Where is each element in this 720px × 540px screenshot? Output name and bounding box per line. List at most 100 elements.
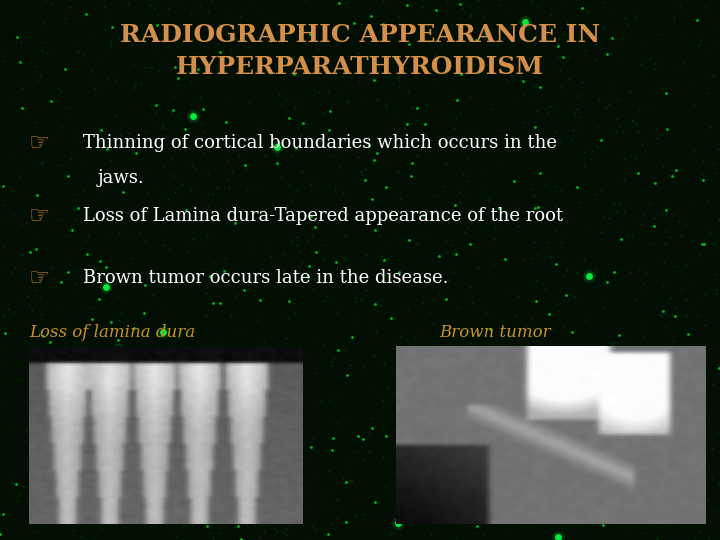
Point [517, 254, 528, 263]
Point [451, 191, 463, 199]
Point [467, 299, 478, 308]
Point [52, 84, 63, 93]
Point [306, 232, 318, 240]
Point [482, 459, 494, 468]
Point [207, 259, 218, 268]
Point [99, 25, 111, 34]
Point [278, 249, 289, 258]
Point [557, 237, 568, 246]
Point [20, 397, 32, 406]
Point [54, 512, 66, 521]
Point [147, 2, 158, 11]
Point [498, 524, 510, 532]
Point [624, 435, 635, 444]
Point [405, 403, 416, 411]
Point [326, 362, 338, 370]
Point [144, 63, 156, 72]
Point [435, 475, 446, 484]
Point [168, 517, 179, 526]
Point [390, 514, 401, 523]
Point [526, 184, 537, 193]
Point [459, 227, 471, 236]
Point [104, 214, 115, 222]
Point [186, 351, 197, 360]
Point [221, 24, 233, 32]
Point [199, 386, 210, 394]
Point [94, 256, 105, 265]
Point [556, 83, 567, 92]
Point [700, 2, 711, 11]
Point [534, 361, 545, 369]
Point [395, 498, 406, 507]
Point [671, 59, 683, 68]
Point [335, 161, 346, 170]
Point [517, 118, 528, 126]
Point [635, 289, 647, 298]
Point [278, 407, 289, 415]
Point [34, 71, 45, 80]
Point [121, 480, 132, 488]
Point [233, 152, 245, 160]
Point [626, 116, 638, 125]
Point [374, 231, 385, 240]
Point [614, 121, 626, 130]
Point [168, 527, 180, 536]
Point [31, 368, 42, 377]
Point [220, 441, 232, 450]
Point [207, 413, 218, 421]
Point [284, 521, 296, 529]
Point [613, 463, 624, 471]
Point [225, 312, 236, 320]
Point [87, 503, 99, 511]
Point [433, 288, 445, 297]
Point [653, 458, 665, 467]
Point [274, 444, 286, 453]
Point [558, 403, 570, 411]
Point [79, 158, 91, 166]
Point [448, 246, 459, 254]
Point [532, 250, 544, 259]
Point [20, 337, 32, 346]
Point [711, 290, 720, 299]
Point [139, 434, 150, 442]
Point [425, 530, 436, 538]
Point [426, 64, 438, 73]
Point [413, 381, 424, 389]
Point [416, 2, 428, 10]
Point [393, 22, 405, 31]
Point [81, 393, 92, 401]
Point [400, 430, 411, 439]
Point [629, 295, 641, 303]
Point [350, 294, 361, 302]
Point [130, 62, 142, 70]
Point [596, 227, 608, 236]
Point [587, 363, 598, 372]
Point [611, 426, 623, 435]
Point [392, 167, 404, 176]
Point [3, 213, 14, 221]
Point [158, 120, 169, 129]
Point [642, 384, 653, 393]
Point [100, 262, 112, 271]
Point [360, 93, 372, 102]
Point [73, 19, 84, 28]
Point [404, 66, 415, 75]
Point [276, 99, 288, 108]
Point [379, 431, 391, 440]
Point [236, 33, 248, 42]
Point [176, 0, 188, 8]
Point [621, 339, 633, 347]
Point [292, 123, 304, 131]
Point [598, 143, 610, 151]
Point [526, 254, 538, 262]
Point [592, 123, 603, 131]
Point [372, 148, 383, 157]
Point [431, 51, 442, 59]
Point [558, 532, 570, 540]
Point [163, 62, 175, 70]
Point [255, 295, 266, 304]
Point [402, 453, 414, 461]
Point [647, 240, 659, 248]
Point [212, 365, 223, 374]
Point [683, 402, 694, 410]
